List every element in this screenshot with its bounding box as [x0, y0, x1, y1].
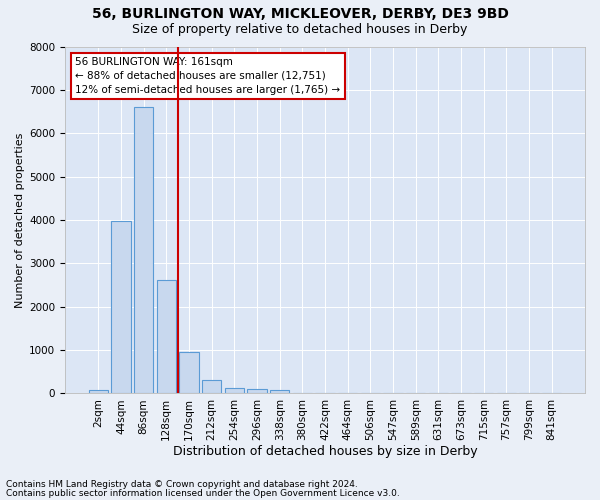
X-axis label: Distribution of detached houses by size in Derby: Distribution of detached houses by size …: [173, 444, 478, 458]
Bar: [179, 352, 199, 394]
Y-axis label: Number of detached properties: Number of detached properties: [15, 132, 25, 308]
Text: Size of property relative to detached houses in Derby: Size of property relative to detached ho…: [133, 22, 467, 36]
Text: Contains HM Land Registry data © Crown copyright and database right 2024.: Contains HM Land Registry data © Crown c…: [6, 480, 358, 489]
Bar: [89, 390, 108, 394]
Bar: [247, 388, 266, 394]
Bar: [202, 380, 221, 394]
Bar: [270, 390, 289, 394]
Bar: [157, 280, 176, 394]
Text: Contains public sector information licensed under the Open Government Licence v3: Contains public sector information licen…: [6, 490, 400, 498]
Bar: [112, 221, 131, 394]
Text: 56, BURLINGTON WAY, MICKLEOVER, DERBY, DE3 9BD: 56, BURLINGTON WAY, MICKLEOVER, DERBY, D…: [92, 8, 508, 22]
Text: 56 BURLINGTON WAY: 161sqm
← 88% of detached houses are smaller (12,751)
12% of s: 56 BURLINGTON WAY: 161sqm ← 88% of detac…: [76, 57, 341, 95]
Bar: [224, 388, 244, 394]
Bar: [134, 107, 153, 394]
